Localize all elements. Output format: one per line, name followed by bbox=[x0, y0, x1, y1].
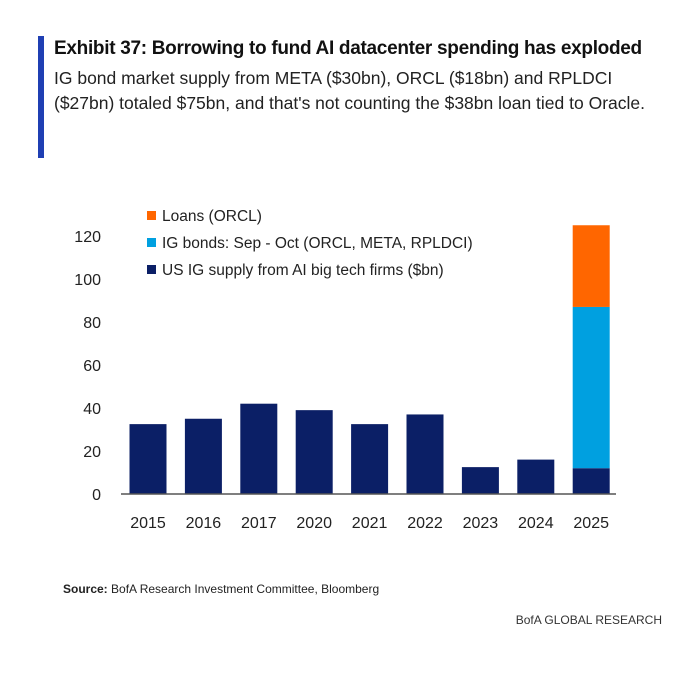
bar-2015 bbox=[129, 424, 167, 494]
bar-2025 bbox=[572, 306, 610, 469]
y-tick-label: 120 bbox=[74, 229, 101, 246]
x-tick-label: 2015 bbox=[130, 515, 166, 532]
legend-swatch bbox=[147, 211, 156, 220]
title-accent-bar bbox=[38, 36, 44, 158]
bar-2025 bbox=[572, 225, 610, 307]
exhibit-title: Exhibit 37: Borrowing to fund AI datacen… bbox=[54, 38, 642, 59]
y-tick-label: 0 bbox=[92, 487, 101, 504]
source-label: Source: bbox=[63, 582, 108, 596]
bar-2022 bbox=[406, 414, 444, 494]
bar-2016 bbox=[184, 418, 222, 494]
x-tick-label: 2024 bbox=[518, 515, 554, 532]
x-tick-label: 2023 bbox=[463, 515, 499, 532]
source-note: Source: BofA Research Investment Committ… bbox=[63, 582, 379, 596]
x-tick-label: 2022 bbox=[407, 515, 443, 532]
y-tick-label: 40 bbox=[83, 401, 101, 418]
y-tick-label: 20 bbox=[83, 444, 101, 461]
bar-2021 bbox=[351, 424, 389, 494]
source-text: BofA Research Investment Committee, Bloo… bbox=[107, 582, 380, 596]
x-tick-label: 2020 bbox=[296, 515, 332, 532]
y-tick-label: 100 bbox=[74, 272, 101, 289]
bar-2024 bbox=[517, 459, 555, 494]
bar-2025 bbox=[572, 468, 610, 494]
exhibit-subtitle: IG bond market supply from META ($30bn),… bbox=[54, 68, 645, 113]
legend-swatch bbox=[147, 265, 156, 274]
x-tick-label: 2025 bbox=[573, 515, 609, 532]
bar-2020 bbox=[295, 410, 333, 494]
legend-swatch bbox=[147, 238, 156, 247]
legend-label: Loans (ORCL) bbox=[162, 208, 262, 225]
x-tick-label: 2016 bbox=[186, 515, 222, 532]
bar-2017 bbox=[240, 403, 278, 494]
legend-label: US IG supply from AI big tech firms ($bn… bbox=[162, 262, 444, 279]
x-tick-label: 2017 bbox=[241, 515, 277, 532]
brand-label: BofA GLOBAL RESEARCH bbox=[515, 613, 662, 627]
y-tick-label: 60 bbox=[83, 358, 101, 375]
y-tick-label: 80 bbox=[83, 315, 101, 332]
x-tick-label: 2021 bbox=[352, 515, 388, 532]
bar-2023 bbox=[461, 467, 499, 494]
legend-label: IG bonds: Sep - Oct (ORCL, META, RPLDCI) bbox=[162, 235, 473, 252]
